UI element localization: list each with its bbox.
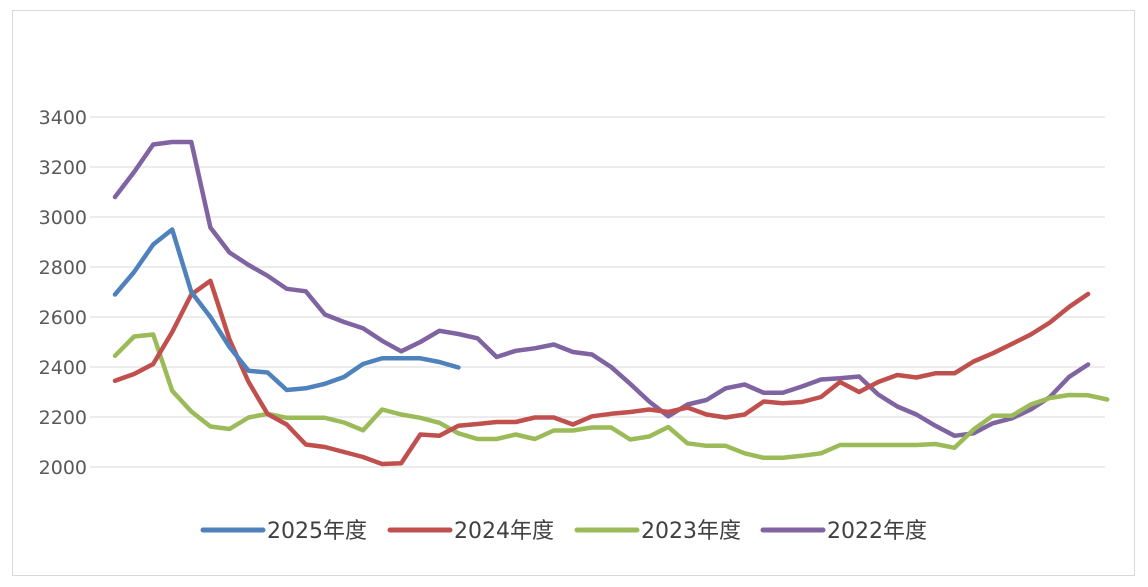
legend-label: 2024年度	[454, 519, 554, 544]
series-line	[112, 278, 1091, 467]
y-tick-label: 2000	[39, 457, 87, 479]
y-tick-label: 2800	[39, 257, 87, 279]
y-tick-label: 2400	[39, 357, 87, 379]
y-tick-label: 3200	[39, 157, 87, 179]
legend: 2025年度 2024年度 2023年度 2022年度	[200, 519, 927, 544]
series-line	[112, 139, 1091, 439]
series-line	[112, 332, 1110, 461]
legend-label: 2022年度	[827, 519, 927, 544]
y-tick-label: 2600	[39, 307, 87, 329]
legend-label: 2025年度	[267, 519, 367, 544]
y-tick-label: 3000	[39, 207, 87, 229]
chart-frame: 2000 2200 2400 2600 2800 3000 3200 3400 2025年度 2…	[12, 10, 1135, 576]
y-axis: 2000 2200 2400 2600 2800 3000 3200 3400	[39, 107, 87, 479]
y-tick-label: 2200	[39, 407, 87, 429]
y-tick-label: 3400	[39, 107, 87, 129]
series-line	[112, 227, 461, 393]
series-lines	[112, 139, 1110, 467]
legend-label: 2023年度	[641, 519, 741, 544]
